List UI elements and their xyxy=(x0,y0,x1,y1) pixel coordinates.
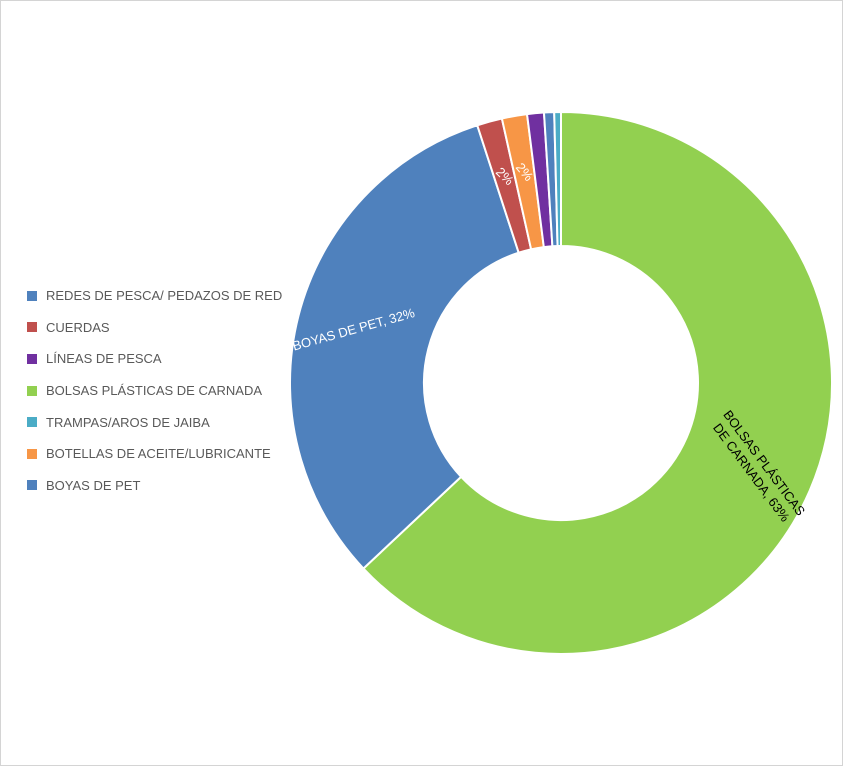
legend-label: BOLSAS PLÁSTICAS DE CARNADA xyxy=(46,383,263,399)
legend-swatch xyxy=(27,417,37,428)
legend-swatch xyxy=(27,290,37,301)
legend-label: CUERDAS xyxy=(46,319,110,335)
legend-swatch xyxy=(27,353,37,364)
donut-slice xyxy=(289,124,520,570)
legend-label: TRAMPAS/AROS DE JAIBA xyxy=(46,414,210,430)
legend-label: REDES DE PESCA/ PEDAZOS DE RED xyxy=(46,288,283,304)
legend-label: BOYAS DE PET xyxy=(46,477,141,493)
donut-slice xyxy=(553,110,562,248)
legend-swatch xyxy=(27,385,37,396)
legend-swatch xyxy=(27,322,37,333)
legend-label: LÍNEAS DE PESCA xyxy=(46,351,162,367)
legend-item: CUERDAS xyxy=(27,312,297,344)
legend-item: BOLSAS PLÁSTICAS DE CARNADA xyxy=(27,375,297,407)
legend-item: BOTELLAS DE ACEITE/LUBRICANTE xyxy=(27,438,297,470)
legend-item: REDES DE PESCA/ PEDAZOS DE RED xyxy=(27,280,297,312)
legend-swatch xyxy=(27,480,37,491)
legend-item: BOYAS DE PET xyxy=(27,470,297,502)
donut-slice xyxy=(362,110,833,655)
legend-item: LÍNEAS DE PESCA xyxy=(27,343,297,375)
legend-swatch xyxy=(27,448,37,459)
legend: REDES DE PESCA/ PEDAZOS DE RED CUERDAS LÍN… xyxy=(27,280,297,501)
legend-item: TRAMPAS/AROS DE JAIBA xyxy=(27,406,297,438)
legend-label: BOTELLAS DE ACEITE/LUBRICANTE xyxy=(46,446,271,462)
